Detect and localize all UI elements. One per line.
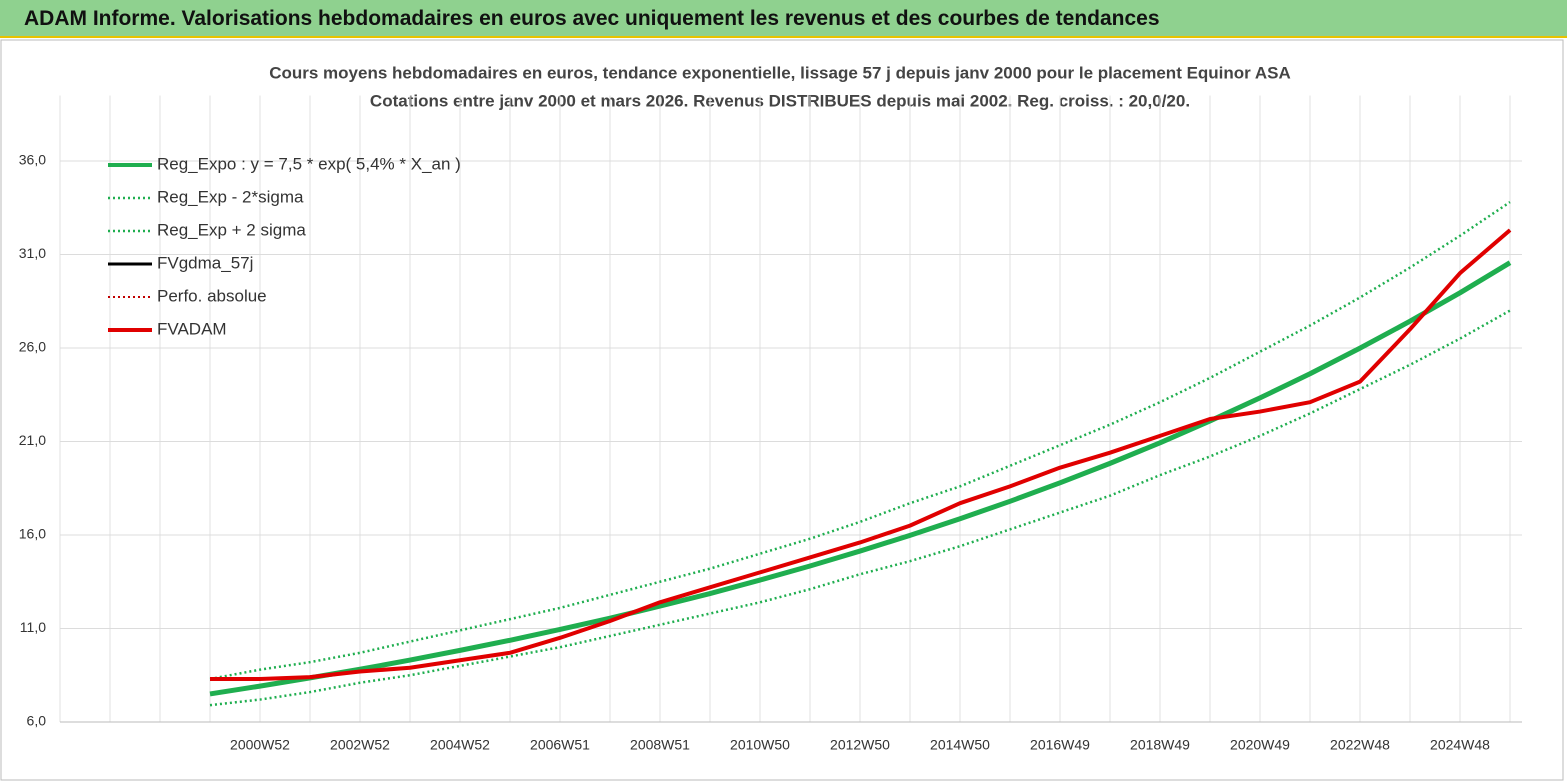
x-tick-label: 2002W52 xyxy=(330,737,390,753)
chart-subtitle: Cotations entre janv 2000 et mars 2026. … xyxy=(370,91,1190,110)
legend-label: FVADAM xyxy=(157,319,227,338)
x-tick-label: 2012W50 xyxy=(830,737,890,753)
chart-title: Cours moyens hebdomadaires en euros, ten… xyxy=(269,63,1291,82)
series-line xyxy=(210,228,1512,681)
legend-label: FVgdma_57j xyxy=(157,253,253,272)
y-tick-label: 6,0 xyxy=(27,713,47,729)
y-tick-label: 21,0 xyxy=(19,432,46,448)
legend-label: Perfo. absolue xyxy=(157,286,267,305)
x-tick-label: 2008W51 xyxy=(630,737,690,753)
x-tick-label: 2006W51 xyxy=(530,737,590,753)
x-tick-label: 2004W52 xyxy=(430,737,490,753)
x-tick-label: 2000W52 xyxy=(230,737,290,753)
page-title: ADAM Informe. Valorisations hebdomadaire… xyxy=(0,0,1567,38)
y-tick-label: 26,0 xyxy=(19,339,46,355)
series-line xyxy=(209,201,1511,681)
x-tick-label: 2010W50 xyxy=(730,737,790,753)
x-tick-label: 2020W49 xyxy=(1230,737,1290,753)
legend-label: Reg_Expo : y = 7,5 * exp( 5,4% * X_an ) xyxy=(157,154,461,173)
x-tick-label: 2018W49 xyxy=(1130,737,1190,753)
chart: Cours moyens hebdomadaires en euros, ten… xyxy=(0,39,1564,781)
x-tick-label: 2014W50 xyxy=(930,737,990,753)
y-tick-label: 11,0 xyxy=(20,619,46,635)
y-tick-label: 36,0 xyxy=(19,152,46,168)
x-tick-label: 2016W49 xyxy=(1030,737,1090,753)
chart-frame xyxy=(0,39,1564,781)
legend-label: Reg_Exp - 2*sigma xyxy=(157,187,304,206)
series-line xyxy=(209,260,1512,697)
x-tick-label: 2022W48 xyxy=(1330,737,1390,753)
y-tick-label: 16,0 xyxy=(19,526,46,542)
legend-label: Reg_Exp + 2 sigma xyxy=(157,220,306,239)
y-tick-label: 31,0 xyxy=(19,245,46,261)
x-tick-label: 2024W48 xyxy=(1430,737,1490,753)
